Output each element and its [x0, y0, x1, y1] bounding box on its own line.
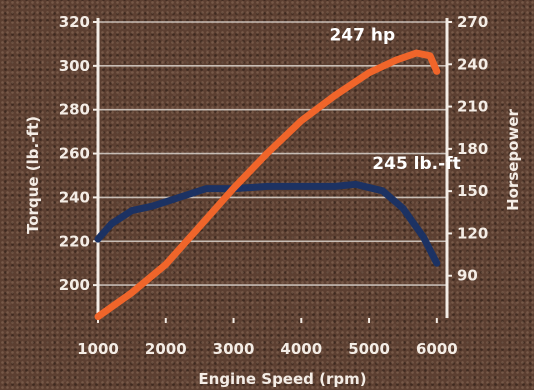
left-tick-label-4: 280 — [59, 101, 90, 119]
left-tick-label-1: 220 — [59, 232, 90, 250]
horsepower-line — [94, 49, 441, 321]
left-tick-label-5: 300 — [59, 57, 90, 75]
torque-line — [94, 180, 441, 267]
right-tick-label-5: 240 — [457, 55, 488, 73]
right-axis-title: Horsepower — [504, 108, 522, 210]
left-tick-label-2: 240 — [59, 188, 90, 206]
left-tick-label-0: 200 — [59, 276, 90, 294]
annotation-label-1: 245 lb.-ft — [372, 154, 460, 174]
x-tick-label-1: 2000 — [145, 340, 187, 358]
right-tick-label-6: 270 — [457, 13, 488, 31]
x-tick-label-4: 5000 — [348, 340, 390, 358]
x-tick-label-5: 6000 — [416, 340, 458, 358]
right-tick-label-4: 210 — [457, 98, 488, 116]
left-tick-label-3: 260 — [59, 145, 90, 163]
left-axis-title: Torque (lb.-ft) — [24, 116, 42, 234]
right-tick-label-2: 150 — [457, 182, 488, 200]
x-tick-label-2: 3000 — [213, 340, 255, 358]
left-tick-label-6: 320 — [59, 13, 90, 31]
x-axis-title: Engine Speed (rpm) — [198, 370, 366, 388]
annotation-label-0: 247 hp — [329, 25, 395, 45]
right-tick-label-3: 180 — [457, 140, 488, 158]
right-tick-label-1: 120 — [457, 224, 488, 242]
x-tick-label-0: 1000 — [77, 340, 119, 358]
right-tick-label-0: 90 — [457, 267, 478, 285]
x-tick-label-3: 4000 — [280, 340, 322, 358]
